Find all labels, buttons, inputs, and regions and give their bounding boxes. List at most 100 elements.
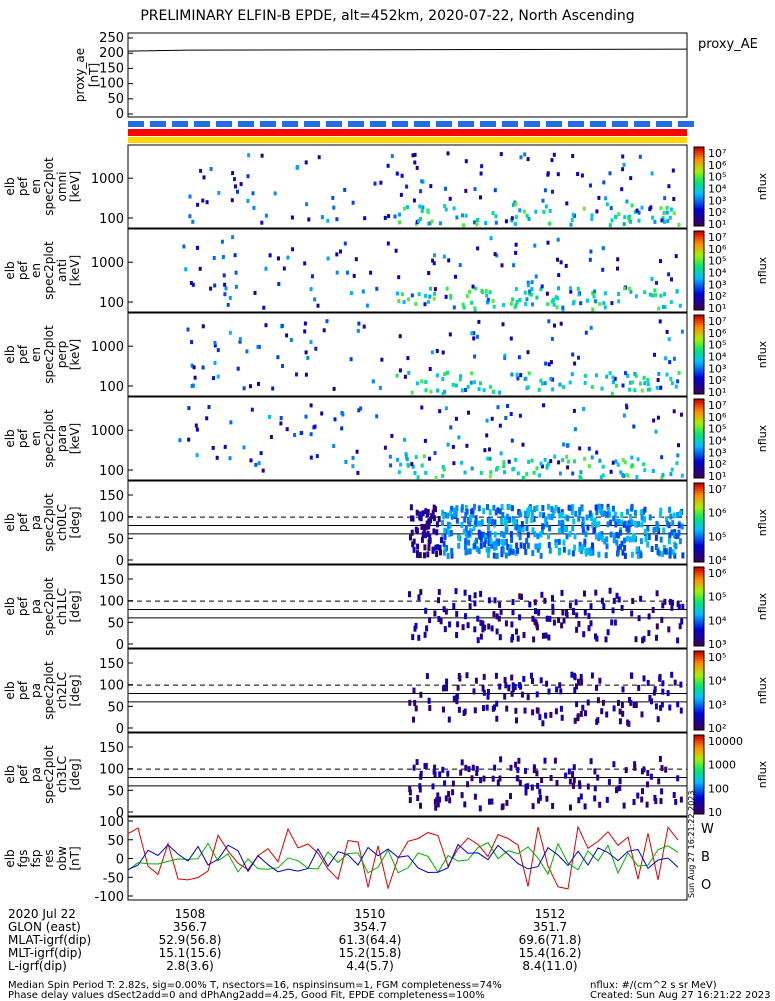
spectrogram-cell [605, 511, 609, 518]
spectrogram-cell [573, 459, 576, 464]
bar-segment-blue [238, 121, 254, 127]
spectrogram-cell [623, 544, 627, 551]
spectrogram-cell [246, 198, 250, 203]
spectrogram-cell [477, 387, 481, 392]
spectrogram-cell [660, 218, 664, 223]
spectrogram-cell [539, 287, 543, 292]
spectrogram-cell [490, 416, 494, 421]
spectrogram-cell [573, 533, 577, 540]
spectrogram-cell [394, 248, 398, 253]
footer-cell: 15.1(15.6) [158, 946, 222, 960]
spectrogram-cell [195, 427, 199, 432]
spectrogram-cell [365, 303, 369, 308]
spectrogram-cell [620, 187, 624, 192]
colorbar-cell [694, 558, 704, 561]
spectrogram-cell [291, 247, 295, 252]
spectrogram-cell [604, 196, 608, 201]
colorbar-cell [694, 504, 704, 508]
colorbar-cell [694, 208, 704, 211]
spectrogram-cell [641, 788, 644, 795]
spectrogram-cell [518, 614, 522, 621]
spectrogram-cell [420, 536, 424, 543]
colorbar-cell [694, 438, 704, 441]
spectrogram-cell [412, 716, 415, 723]
spectrogram-cell [647, 630, 651, 637]
colorbar-unit: nflux [756, 592, 769, 620]
spectrogram-cell [475, 334, 479, 339]
spectrogram-cell [451, 780, 455, 787]
spectrogram-cell [317, 155, 321, 160]
spectrogram-cell [518, 682, 522, 689]
spectrogram-cell [489, 470, 493, 475]
colorbar-cell [694, 735, 704, 738]
spectrogram-cell [514, 520, 518, 527]
spectrogram-cell [432, 515, 436, 522]
spectrogram-cell [462, 223, 466, 228]
ylabel-line: elb [3, 429, 17, 447]
ylabel-line: pef [16, 176, 30, 196]
spectrogram-cell [211, 445, 215, 450]
spectrogram-cell [593, 289, 597, 294]
spectrogram-cell [234, 270, 238, 275]
spectrogram-cell [399, 192, 403, 197]
colorbar-cell [694, 212, 704, 215]
spectrogram-cell [493, 531, 497, 538]
spectrogram-cell [343, 241, 347, 246]
spectrogram-cell [553, 454, 557, 459]
spectrogram-cell [470, 775, 474, 782]
spectrogram-cell [510, 690, 514, 697]
spectrogram-cell [249, 384, 252, 389]
spectrogram-cell [472, 336, 476, 341]
colorbar-cell [694, 238, 704, 242]
spectrogram-cell [433, 287, 437, 292]
tick-label: 0 [116, 722, 124, 737]
spectrogram-cell [426, 551, 430, 558]
spectrogram-cell [293, 433, 297, 437]
spectrogram-cell [600, 597, 604, 604]
spectrogram-cell [561, 385, 565, 390]
spectrogram-cell [633, 388, 637, 393]
spectrogram-cell [351, 200, 355, 205]
spectrogram-cell [436, 801, 440, 808]
footer-cell: 351.7 [532, 920, 568, 934]
spectrogram-cell [542, 512, 546, 519]
spectrogram-cell [637, 210, 641, 215]
spectrogram-cell [521, 475, 525, 480]
footer-row: L-igrf(dip) 2.8(3.6) 4.4(5.7) 8.4(11.0) [8, 960, 578, 973]
spectrogram-cell [617, 299, 621, 304]
spectrogram-cell [473, 543, 477, 549]
spectrogram-cell [568, 602, 572, 609]
colorbar-cell [694, 598, 704, 602]
spectrogram-cell [518, 297, 522, 302]
spectrogram-cell [246, 174, 250, 179]
spectrogram-cell [419, 515, 423, 522]
spectrogram-cell [571, 471, 575, 476]
spectrogram-cell [518, 534, 522, 541]
spectrogram-cell [234, 184, 237, 189]
tick-label: 100 [99, 464, 124, 479]
spectrogram-cell [600, 503, 604, 510]
spectrogram-cell [535, 691, 539, 698]
spectrogram-cell [557, 617, 561, 624]
colorbar-cell [694, 332, 704, 336]
spectrogram-cell [503, 539, 507, 546]
spectrogram-cell [583, 803, 587, 810]
spectrogram-cell [499, 152, 503, 157]
spectrogram-cell [547, 513, 551, 520]
spectrogram-cell [578, 509, 582, 516]
spectrogram-cell [199, 168, 203, 173]
spectrogram-cell [535, 295, 539, 300]
colorbar-cell [694, 774, 704, 777]
spectrogram-cell [639, 595, 643, 602]
spectrogram-cell [379, 180, 383, 185]
spectrogram-cell [652, 689, 656, 696]
spectrogram-cell [679, 707, 683, 714]
spectrogram-cell [303, 329, 307, 334]
spectrogram-cell [596, 697, 600, 704]
spectrogram-cell [571, 212, 575, 217]
spectrogram-cell [213, 360, 217, 365]
colorbar-tick: 10² [708, 290, 726, 303]
spectrogram-cell [612, 705, 616, 712]
spectrogram-cell [628, 696, 631, 703]
spectrogram-cell [569, 505, 573, 512]
